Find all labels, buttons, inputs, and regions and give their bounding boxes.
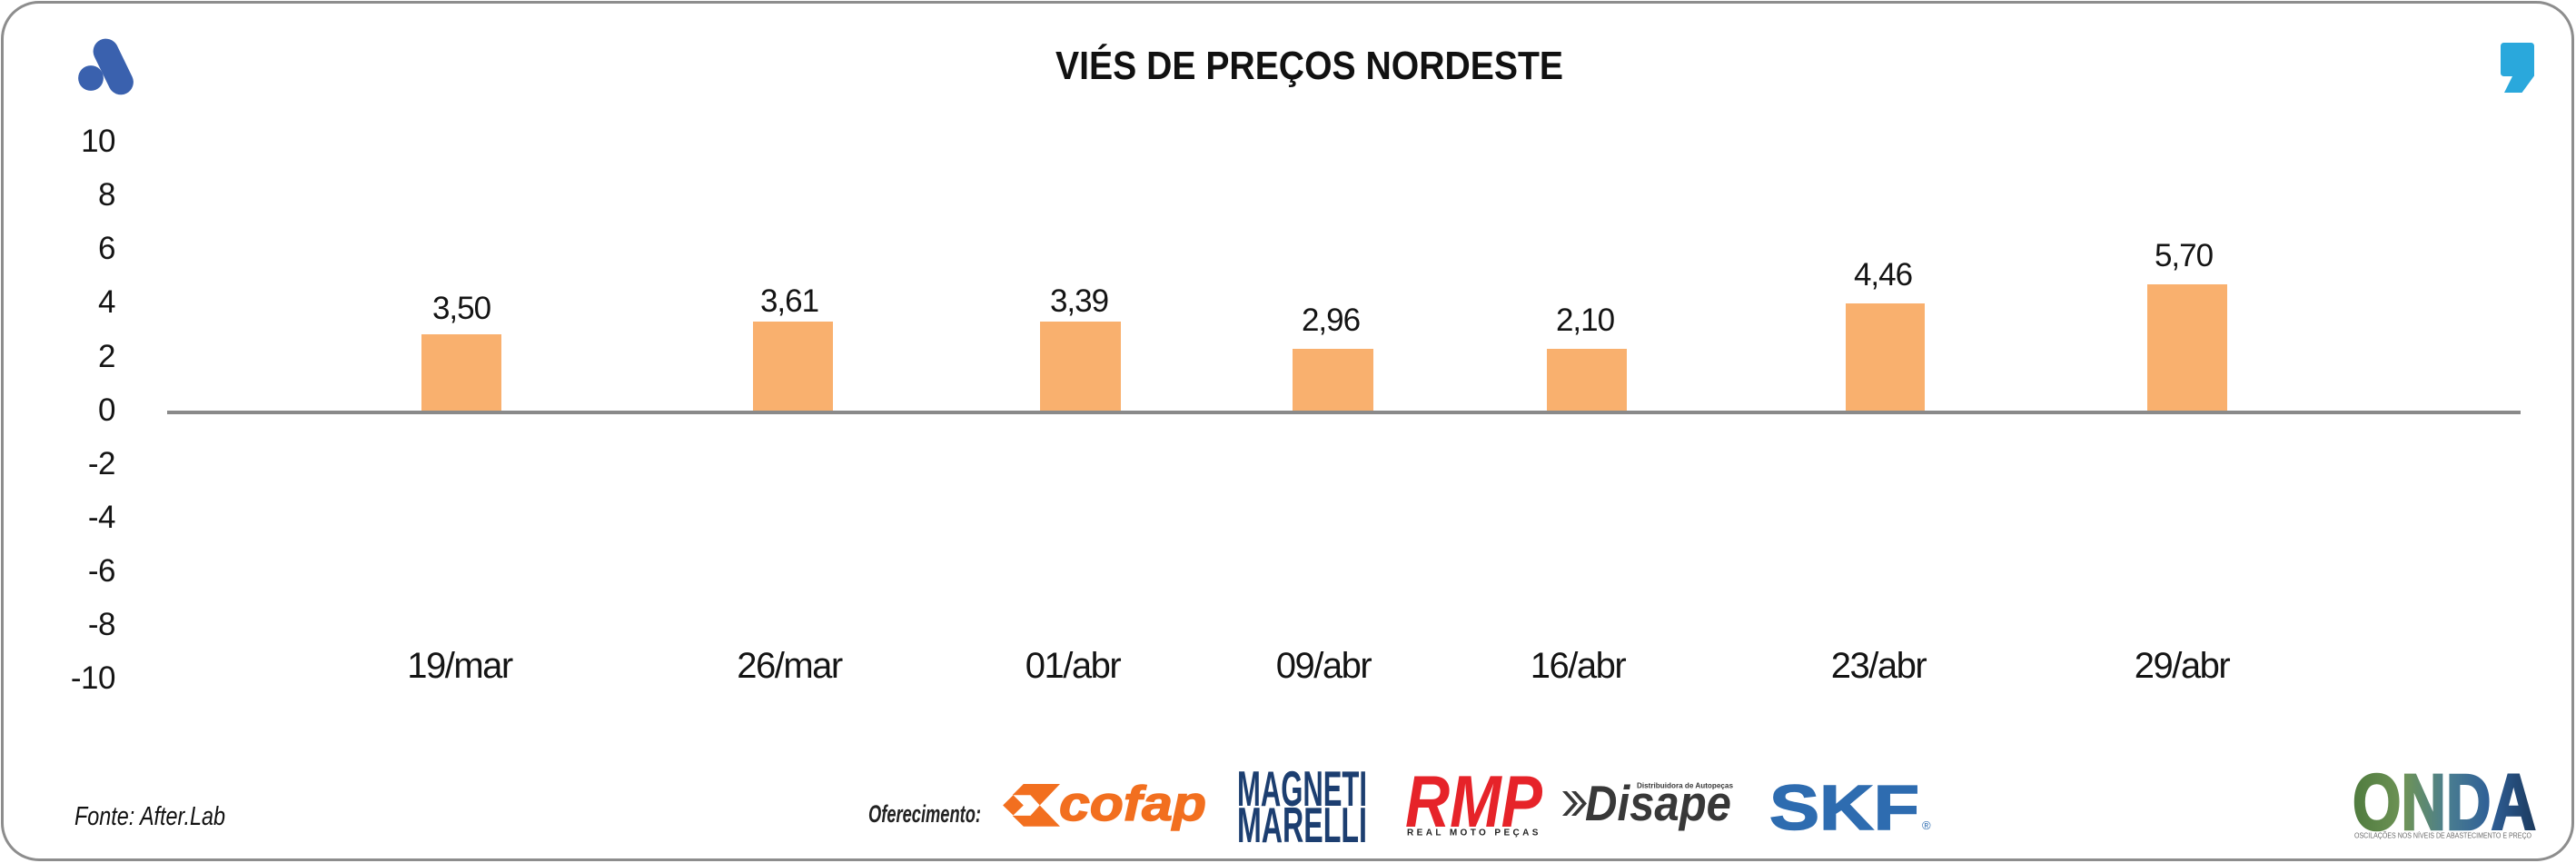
svg-text:REAL MOTO PEÇAS: REAL MOTO PEÇAS — [1407, 828, 1541, 838]
svg-text:RMP: RMP — [1405, 770, 1543, 843]
svg-text:®: ® — [1922, 818, 1931, 832]
svg-text:MAGNETI: MAGNETI — [1237, 767, 1367, 817]
svg-text:OSCILAÇÕES NOS NÍVEIS DE ABAST: OSCILAÇÕES NOS NÍVEIS DE ABASTECIMENTO E… — [2354, 832, 2531, 840]
svg-text:Oferecimento:: Oferecimento: — [868, 800, 981, 828]
svg-text:Disape: Disape — [1585, 775, 1731, 831]
svg-text:cofap: cofap — [1059, 777, 1206, 831]
svg-text:Distribuidora de Autopeças: Distribuidora de Autopeças — [1637, 781, 1733, 790]
svg-text:ONDA: ONDA — [2353, 768, 2536, 847]
svg-text:MARELLI: MARELLI — [1237, 797, 1367, 845]
svg-text:VIÉS DE PREÇOS NORDESTE: VIÉS DE PREÇOS NORDESTE — [1055, 43, 1563, 88]
svg-text:Fonte: After.Lab: Fonte: After.Lab — [74, 802, 225, 831]
svg-text:SKF: SKF — [1769, 775, 1919, 838]
